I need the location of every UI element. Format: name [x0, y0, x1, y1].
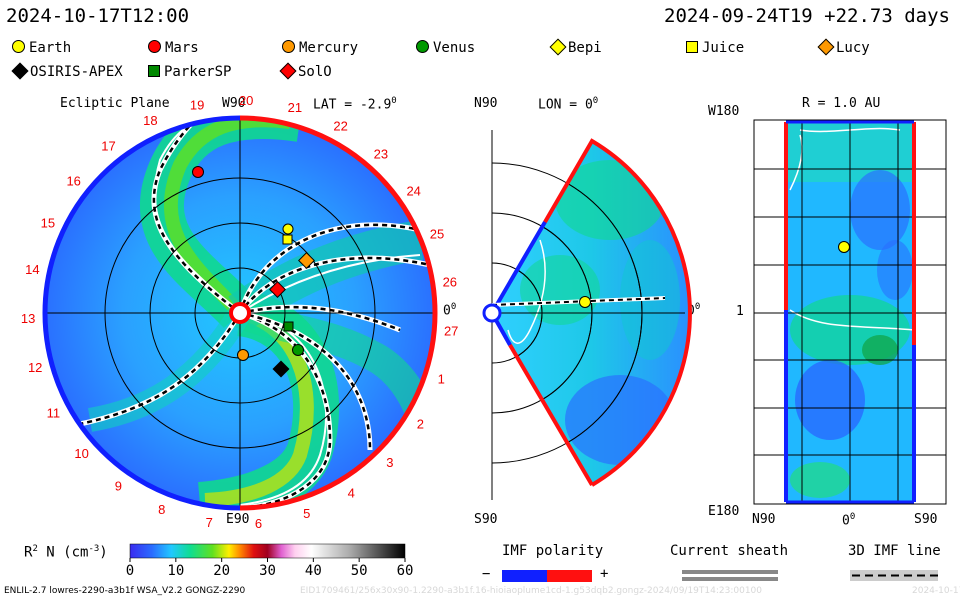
synoptic-mid-left: 1 [736, 304, 744, 319]
colorbar-tick-label: 40 [304, 563, 322, 579]
sector-number-11: 11 [47, 406, 61, 421]
sector-number-15: 15 [41, 215, 55, 230]
parkersp-marker-icon [148, 65, 160, 77]
earth-marker [282, 223, 294, 235]
ecliptic-title: Ecliptic Plane [60, 96, 170, 111]
imf-line-title: 3D IMF line [848, 543, 941, 559]
sector-number-19: 19 [190, 97, 204, 112]
sector-number-25: 25 [430, 227, 444, 242]
mercury-marker-icon [282, 40, 295, 53]
sector-number-17: 17 [101, 139, 115, 154]
juice-marker-icon [686, 41, 698, 53]
meridional-top-left: N90 [474, 96, 498, 111]
sector-number-6: 6 [255, 516, 262, 531]
legend-mercury: Mercury [282, 40, 358, 56]
meridional-plot [482, 130, 692, 500]
sector-number-12: 12 [28, 360, 42, 375]
colorbar-tick-label: 50 [350, 563, 368, 579]
current-sheath-swatch [682, 570, 778, 581]
mars-marker [192, 166, 204, 178]
sector-number-7: 7 [206, 515, 213, 530]
run-info-label: 2024-09-24T19 +22.73 days [664, 5, 950, 27]
sector-number-27: 27 [444, 324, 458, 339]
sector-number-9: 9 [115, 479, 122, 494]
current-sheath-title: Current sheath [670, 543, 789, 559]
sector-number-23: 23 [374, 147, 388, 162]
meridional-lon-label: LON = 00 [538, 96, 599, 113]
sector-number-24: 24 [406, 183, 420, 198]
legend-mars: Mars [148, 40, 199, 56]
date-label: 2024-10-17T12:00 [6, 5, 190, 27]
sector-number-4: 4 [348, 485, 355, 500]
earth-marker-synoptic [838, 241, 850, 253]
venus-marker [292, 344, 304, 356]
synoptic-x-label-n90: N90 [752, 512, 776, 527]
sector-number-8: 8 [158, 502, 165, 517]
footer-right: 2024-10-17 [912, 586, 960, 596]
legend-juice: Juice [686, 40, 744, 56]
colorbar-tick-label: 0 [125, 563, 135, 579]
footer-left: ENLIL-2.7 lowres-2290-a3b1f WSA_V2.2 GON… [4, 586, 246, 596]
lucy-marker [298, 252, 315, 269]
sector-number-14: 14 [25, 262, 39, 277]
sector-number-2: 2 [417, 416, 424, 431]
parkersp-marker [283, 321, 294, 332]
imf-plus-label: + [600, 566, 609, 582]
synoptic-x-label-0: 00 [842, 512, 856, 529]
sector-number-3: 3 [386, 455, 393, 470]
synoptic-plot [753, 119, 947, 505]
ecliptic-right-label: 00 [443, 302, 457, 319]
meridional-bottom-left: S90 [474, 512, 498, 527]
synoptic-top-left: W180 [708, 104, 740, 119]
ecliptic-bottom-label: E90 [226, 512, 250, 527]
legend-solo: SolO [279, 62, 332, 80]
sector-number-20: 20 [239, 93, 253, 108]
synoptic-x-label-s90: S90 [914, 512, 938, 527]
colorbar-tick-label: 30 [259, 563, 276, 579]
legend-earth: Earth [12, 40, 71, 56]
sector-number-16: 16 [66, 174, 80, 189]
earth-marker-icon [12, 40, 25, 53]
sun-icon [229, 302, 251, 324]
osiris-apex-marker [272, 360, 290, 378]
legend-parkersp: ParkerSP [148, 64, 231, 80]
sector-number-1: 1 [438, 372, 445, 387]
ecliptic-top-label: W90 [222, 96, 246, 111]
colorbar-tick-label: 10 [167, 563, 185, 579]
sector-number-18: 18 [143, 113, 157, 128]
imf-minus-label: − [482, 566, 491, 582]
juice-marker [282, 234, 293, 245]
legend-lucy: Lucy [817, 38, 870, 56]
earth-marker-meridional [579, 296, 591, 308]
imf-line-swatch [850, 570, 938, 581]
sector-number-21: 21 [288, 100, 302, 115]
mercury-marker [237, 349, 249, 361]
mars-marker-icon [148, 40, 161, 53]
venus-marker-icon [416, 40, 429, 53]
sun-icon-meridional [482, 303, 502, 323]
colorbar-tick-label: 20 [213, 563, 231, 579]
sector-number-5: 5 [303, 506, 310, 521]
imf-polarity-title: IMF polarity [502, 543, 604, 559]
legend-venus: Venus [416, 40, 475, 56]
synoptic-bottom-left: E180 [708, 504, 740, 519]
sector-number-10: 10 [74, 446, 88, 461]
imf-polarity-bar [502, 570, 592, 582]
sector-number-13: 13 [21, 311, 35, 326]
legend-osiris-apex: OSIRIS-APEX [11, 62, 123, 80]
legend-bepi: Bepi [549, 38, 602, 56]
sector-number-26: 26 [443, 274, 457, 289]
synoptic-title: R = 1.0 AU [802, 96, 881, 111]
solo-marker [269, 281, 286, 298]
sector-number-22: 22 [333, 118, 347, 133]
footer-middle: EID1709461/256x30x90-1.2290-a3b1f.16-hio… [300, 586, 763, 596]
colorbar [129, 543, 406, 562]
colorbar-label: R2 N (cm-3) [24, 544, 108, 561]
ecliptic-lat-label: LAT = -2.90 [313, 96, 397, 113]
colorbar-tick-label: 60 [396, 563, 414, 579]
